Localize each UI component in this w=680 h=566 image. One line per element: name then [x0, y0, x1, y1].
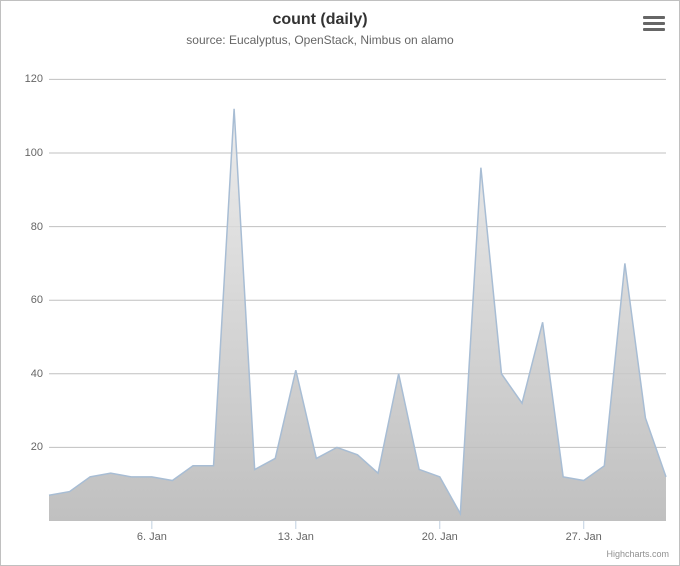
chart-svg — [49, 61, 666, 521]
y-gridlines — [49, 79, 666, 447]
plot-area[interactable] — [49, 61, 666, 521]
credits-link[interactable]: Highcharts.com — [606, 549, 669, 559]
chart-title: count (daily) — [1, 11, 639, 29]
hamburger-bar — [643, 22, 665, 25]
y-tick-label: 100 — [13, 147, 43, 159]
y-tick-label: 120 — [13, 73, 43, 85]
area-fill — [49, 109, 666, 521]
x-tick-label: 6. Jan — [137, 531, 167, 543]
chart-container: count (daily) source: Eucalyptus, OpenSt… — [0, 0, 680, 566]
x-ticks — [152, 521, 584, 529]
x-tick-label: 20. Jan — [422, 531, 458, 543]
y-tick-label: 80 — [13, 221, 43, 233]
y-tick-label: 20 — [13, 441, 43, 453]
x-tick-label: 13. Jan — [278, 531, 314, 543]
export-menu-button[interactable] — [643, 13, 665, 31]
y-tick-label: 40 — [13, 368, 43, 380]
series-line — [49, 109, 666, 514]
hamburger-bar — [643, 28, 665, 31]
chart-subtitle: source: Eucalyptus, OpenStack, Nimbus on… — [1, 33, 639, 47]
x-tick-label: 27. Jan — [566, 531, 602, 543]
y-tick-label: 60 — [13, 294, 43, 306]
hamburger-bar — [643, 16, 665, 19]
